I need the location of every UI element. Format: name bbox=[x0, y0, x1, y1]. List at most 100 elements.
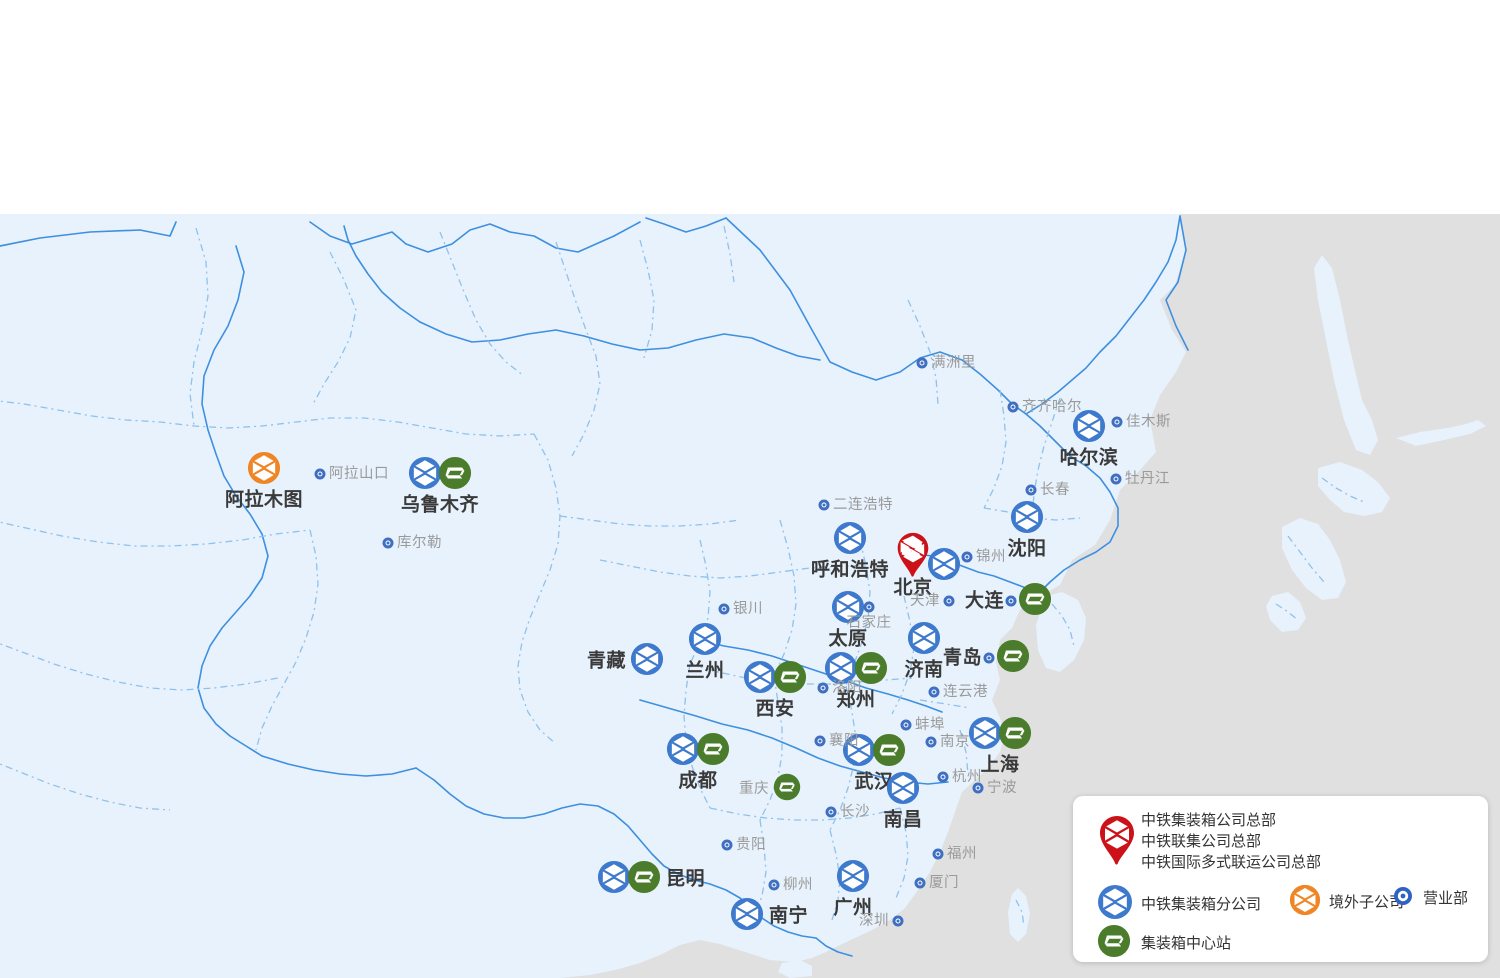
office-dot[interactable] bbox=[863, 601, 875, 613]
city-marker-blue[interactable] bbox=[907, 621, 941, 659]
office-dot[interactable] bbox=[925, 736, 937, 748]
city-label: 呼和浩特 bbox=[810, 558, 890, 581]
office-dot[interactable] bbox=[1110, 473, 1122, 485]
office-dot[interactable] bbox=[937, 771, 949, 783]
city-marker-blue[interactable] bbox=[743, 660, 777, 698]
land-kuriles bbox=[1396, 420, 1486, 446]
land-korea bbox=[1036, 592, 1086, 672]
container-center-icon bbox=[1097, 924, 1141, 962]
city-marker-blue[interactable] bbox=[597, 860, 631, 898]
branch-icon bbox=[1097, 884, 1141, 924]
city-marker-green[interactable] bbox=[872, 733, 906, 771]
office-label: 佳木斯 bbox=[1126, 413, 1171, 430]
city-marker-blue[interactable] bbox=[1010, 500, 1044, 538]
city-marker-blue[interactable] bbox=[836, 859, 870, 897]
city-label: 青岛 bbox=[942, 646, 982, 669]
city-marker-green[interactable] bbox=[627, 860, 661, 898]
province-borders bbox=[0, 225, 1365, 927]
city-marker-blue[interactable] bbox=[630, 642, 664, 680]
city-label: 武汉 bbox=[854, 770, 894, 793]
city-marker-blue[interactable] bbox=[833, 521, 867, 559]
land-sakhalin bbox=[1314, 255, 1378, 455]
office-dot[interactable] bbox=[1111, 416, 1123, 428]
hq-pin-marker[interactable] bbox=[895, 531, 931, 582]
city-label: 大连 bbox=[964, 589, 1004, 612]
city-marker-blue[interactable] bbox=[408, 456, 442, 494]
office-dot[interactable] bbox=[1007, 401, 1019, 413]
overseas-icon bbox=[1289, 884, 1329, 920]
office-label: 锦州 bbox=[976, 548, 1006, 565]
office-dot[interactable] bbox=[916, 357, 928, 369]
city-marker-green[interactable] bbox=[438, 456, 472, 494]
office-dot[interactable] bbox=[814, 735, 826, 747]
legend-office-label: 营业部 bbox=[1423, 889, 1469, 907]
office-label: 长春 bbox=[1040, 481, 1070, 498]
office-dot[interactable] bbox=[892, 915, 904, 927]
office-label: 贵阳 bbox=[736, 836, 766, 853]
city-marker-green[interactable] bbox=[773, 773, 801, 805]
office-dot[interactable] bbox=[928, 686, 940, 698]
city-marker-orange[interactable] bbox=[247, 451, 281, 489]
city-marker-blue[interactable] bbox=[688, 622, 722, 660]
legend-hq-line-2: 中铁联集公司总部 bbox=[1141, 832, 1262, 850]
office-dot[interactable] bbox=[382, 537, 394, 549]
office-label: 洛阳 bbox=[832, 679, 862, 696]
land-hainan bbox=[778, 960, 812, 978]
city-marker-blue[interactable] bbox=[831, 590, 865, 628]
city-marker-green[interactable] bbox=[773, 660, 807, 698]
office-label: 库尔勒 bbox=[397, 534, 442, 551]
city-marker-blue[interactable] bbox=[842, 733, 876, 771]
city-marker-green[interactable] bbox=[998, 716, 1032, 754]
legend-overseas-row: 境外子公司 bbox=[1289, 884, 1404, 920]
city-label: 西安 bbox=[755, 697, 795, 720]
city-marker-green[interactable] bbox=[696, 732, 730, 770]
office-dot[interactable] bbox=[314, 468, 326, 480]
office-dot[interactable] bbox=[768, 879, 780, 891]
office-label: 长沙 bbox=[840, 803, 870, 820]
office-dot[interactable] bbox=[943, 595, 955, 607]
city-marker-blue[interactable] bbox=[886, 771, 920, 809]
city-marker-green[interactable] bbox=[1018, 582, 1052, 620]
office-dot[interactable] bbox=[818, 499, 830, 511]
office-label: 阿拉山口 bbox=[329, 465, 389, 482]
office-dot[interactable] bbox=[825, 806, 837, 818]
office-dot[interactable] bbox=[932, 848, 944, 860]
city-label: 广州 bbox=[833, 896, 873, 919]
city-marker-blue[interactable] bbox=[666, 732, 700, 770]
legend-panel: 中铁集装箱公司总部 中铁联集公司总部 中铁国际多式联运公司总部 bbox=[1073, 796, 1488, 962]
city-marker-green[interactable] bbox=[996, 639, 1030, 677]
office-dot[interactable] bbox=[972, 782, 984, 794]
office-dot[interactable] bbox=[721, 839, 733, 851]
city-marker-blue[interactable] bbox=[730, 897, 764, 935]
office-dot[interactable] bbox=[1025, 484, 1037, 496]
city-marker-blue[interactable] bbox=[824, 651, 858, 689]
legend-hq-line-1: 中铁集装箱公司总部 bbox=[1141, 811, 1277, 829]
city-marker-green[interactable] bbox=[854, 651, 888, 689]
office-dot[interactable] bbox=[983, 652, 995, 664]
office-label: 天津 bbox=[910, 592, 940, 609]
office-label: 福州 bbox=[947, 845, 977, 862]
city-label: 沈阳 bbox=[1007, 537, 1047, 560]
office-label: 深圳 bbox=[859, 912, 889, 929]
legend-branch-row: 中铁集装箱分公司 bbox=[1097, 884, 1261, 924]
office-dot-icon bbox=[1393, 886, 1423, 910]
city-marker-blue[interactable] bbox=[1072, 409, 1106, 447]
office-dot[interactable] bbox=[914, 877, 926, 889]
city-marker-blue[interactable] bbox=[927, 547, 961, 585]
city-label: 青藏 bbox=[586, 649, 626, 672]
city-label: 南昌 bbox=[883, 808, 923, 831]
office-dot[interactable] bbox=[961, 551, 973, 563]
office-dot[interactable] bbox=[817, 682, 829, 694]
office-label: 牡丹江 bbox=[1125, 470, 1170, 487]
legend-hq-row: 中铁集装箱公司总部 中铁联集公司总部 中铁国际多式联运公司总部 bbox=[1097, 810, 1321, 873]
office-dot[interactable] bbox=[718, 603, 730, 615]
city-label: 济南 bbox=[904, 658, 944, 681]
legend-center-row: 集装箱中心站 bbox=[1097, 924, 1231, 962]
city-marker-blue[interactable] bbox=[968, 716, 1002, 754]
office-dot[interactable] bbox=[1005, 595, 1017, 607]
office-label: 杭州 bbox=[952, 768, 982, 785]
city-label: 重庆 bbox=[739, 780, 769, 797]
city-label: 兰州 bbox=[685, 659, 725, 682]
office-dot[interactable] bbox=[900, 719, 912, 731]
